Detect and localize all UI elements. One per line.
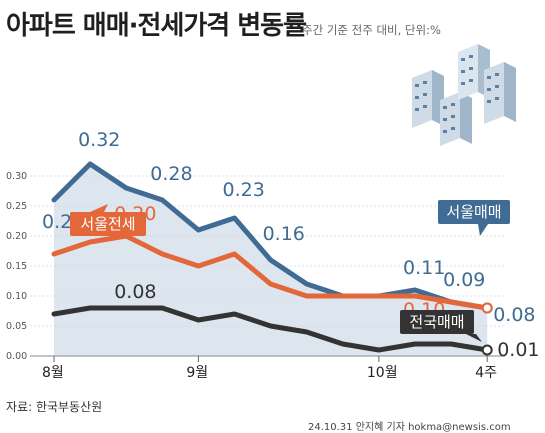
chart-subtitle: 주간 기준 전주 대비, 단위:% [302, 23, 441, 37]
data-label: 0.16 [263, 223, 305, 245]
y-tick-label: 0.00 [6, 351, 27, 362]
data-label: 0.08 [493, 304, 535, 326]
end-point [481, 344, 493, 356]
legend-national-trade-pointer [466, 334, 482, 342]
line-national-trade [51, 305, 490, 353]
legend-seoul-jeonse-pointer [90, 204, 108, 212]
y-tick-label: 0.30 [6, 171, 27, 182]
x-tick-label: 9월 [186, 365, 208, 381]
x-tick-label: 8월 [42, 365, 64, 381]
y-tick-label: 0.15 [6, 261, 27, 272]
data-label: 0.32 [78, 129, 120, 151]
data-label: 0.11 [403, 257, 445, 279]
data-label: 0.09 [443, 269, 485, 291]
legend-seoul-trade-pointer [478, 224, 488, 236]
legend-seoul-jeonse: 서울전세 [80, 215, 135, 233]
y-tick-label: 0.25 [6, 201, 27, 212]
data-label: 0.23 [223, 179, 265, 201]
credit-note: 24.10.31 안지혜 기자 hokma@newsis.com [308, 422, 511, 433]
x-tick-label: 4주 [475, 365, 497, 381]
y-tick-label: 0.05 [6, 321, 27, 332]
legend-seoul-trade: 서울매매 [446, 203, 501, 221]
y-tick-label: 0.20 [6, 231, 27, 242]
data-label: 0.08 [114, 281, 156, 303]
apartment-buildings-illustration [412, 44, 516, 146]
y-tick-label: 0.10 [6, 291, 27, 302]
data-label: 0.28 [150, 163, 192, 185]
data-label: 0.01 [497, 339, 539, 361]
legend-seoul-jeonse-box [70, 212, 146, 236]
legend-national-trade: 전국매매 [409, 313, 464, 331]
end-point [481, 302, 493, 314]
x-tick-label: 10월 [367, 365, 398, 381]
legend-seoul-trade-box [438, 200, 510, 224]
legend-national-trade-box [400, 310, 474, 334]
line-seoul-trade [51, 161, 490, 311]
source-note: 자료: 한국부동산원 [6, 400, 103, 414]
chart-title: 아파트 매매·전세가격 변동률 [6, 11, 307, 41]
